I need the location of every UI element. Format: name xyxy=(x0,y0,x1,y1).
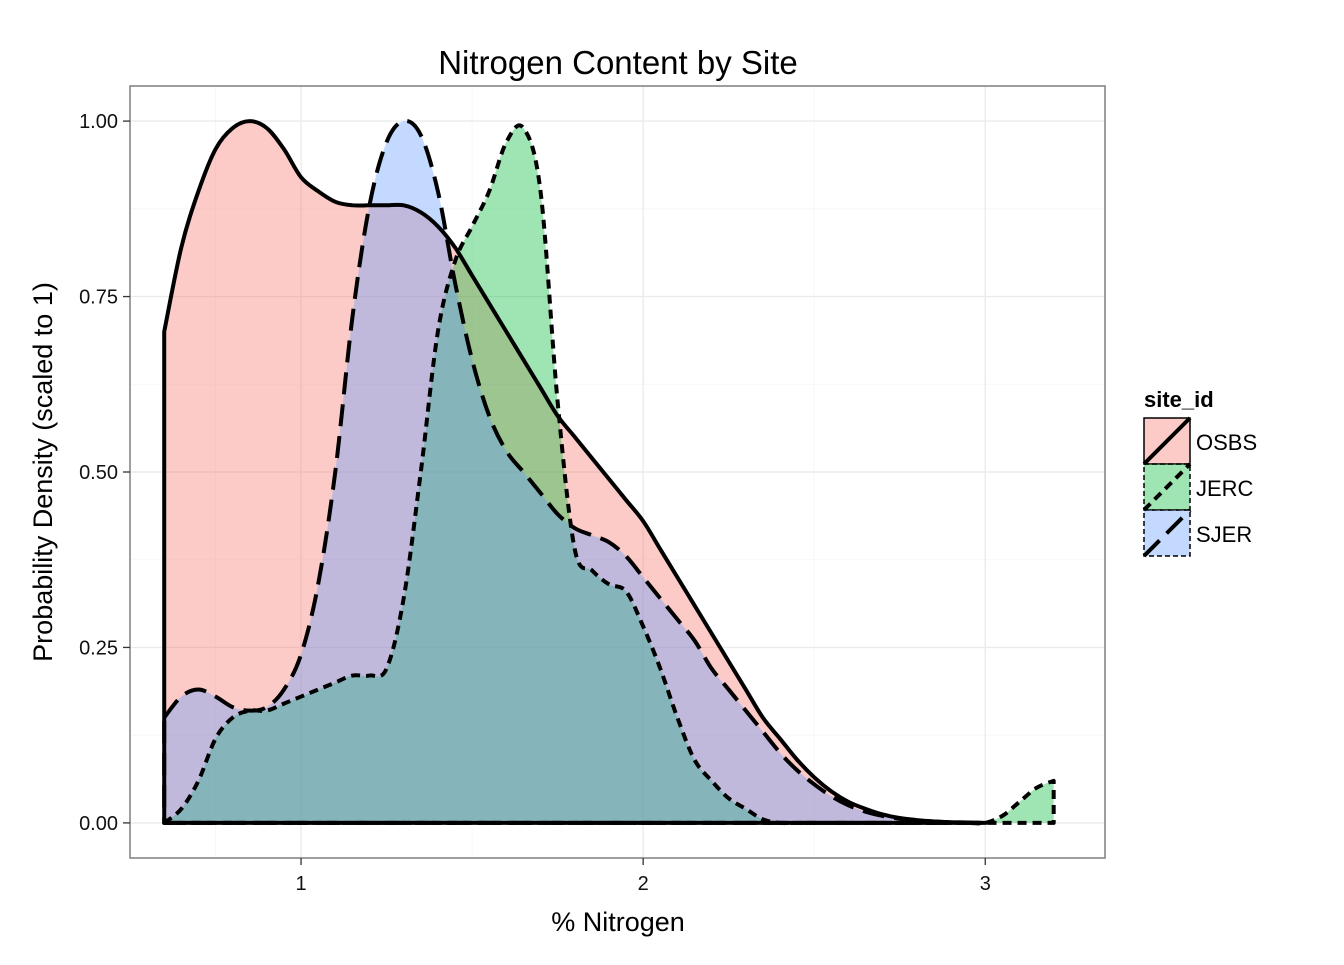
density-outline-sjer xyxy=(162,118,988,825)
x-axis: 1 2 3 xyxy=(295,858,991,895)
y-axis-title: Probability Density (scaled to 1) xyxy=(28,282,58,662)
y-tick-label: 0.75 xyxy=(79,287,118,309)
legend: site_id OSBS JERC SJER xyxy=(1142,387,1257,558)
density-fills xyxy=(164,120,1054,824)
legend-label-sjer: SJER xyxy=(1196,522,1252,547)
density-lines xyxy=(162,118,1056,826)
density-area-jerc xyxy=(164,125,1054,824)
x-tick-label: 1 xyxy=(295,873,306,895)
y-tick-label: 1.00 xyxy=(79,111,118,133)
legend-key-line-osbs xyxy=(1142,416,1192,466)
y-tick-label: 0.25 xyxy=(79,637,118,659)
x-tick-label: 3 xyxy=(980,873,991,895)
y-axis: 0.00 0.25 0.50 0.75 1.00 xyxy=(79,111,130,835)
legend-title: site_id xyxy=(1144,387,1214,412)
legend-label-jerc: JERC xyxy=(1196,476,1254,501)
density-area-sjer xyxy=(164,120,986,823)
density-outline-osbs xyxy=(162,119,988,825)
y-tick-label: 0.00 xyxy=(79,813,118,835)
density-area-osbs xyxy=(164,121,986,823)
x-axis-title: % Nitrogen xyxy=(551,907,685,937)
legend-label-osbs: OSBS xyxy=(1196,430,1257,455)
chart-title: Nitrogen Content by Site xyxy=(438,44,798,81)
y-tick-label: 0.50 xyxy=(79,462,118,484)
legend-key-line-sjer xyxy=(1142,508,1192,558)
x-tick-label: 2 xyxy=(638,873,649,895)
legend-key-line-jerc xyxy=(1142,462,1192,512)
